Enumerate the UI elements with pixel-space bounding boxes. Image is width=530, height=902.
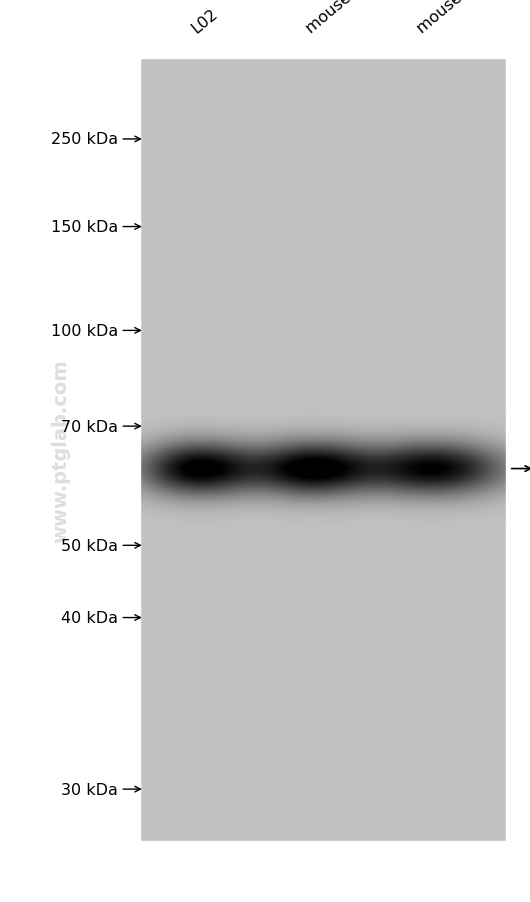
Text: 30 kDa: 30 kDa (61, 782, 118, 796)
Text: 100 kDa: 100 kDa (51, 324, 118, 338)
Text: mouse liver: mouse liver (414, 0, 496, 36)
Text: 40 kDa: 40 kDa (61, 611, 118, 625)
Text: 50 kDa: 50 kDa (61, 538, 118, 553)
Text: 70 kDa: 70 kDa (61, 419, 118, 434)
Bar (140, 59, 506, 841)
Text: mouse heart: mouse heart (303, 0, 391, 36)
Text: 250 kDa: 250 kDa (51, 133, 118, 147)
Text: 150 kDa: 150 kDa (51, 220, 118, 235)
Text: www.ptglab.com: www.ptglab.com (51, 359, 70, 543)
Text: L02: L02 (189, 6, 221, 36)
